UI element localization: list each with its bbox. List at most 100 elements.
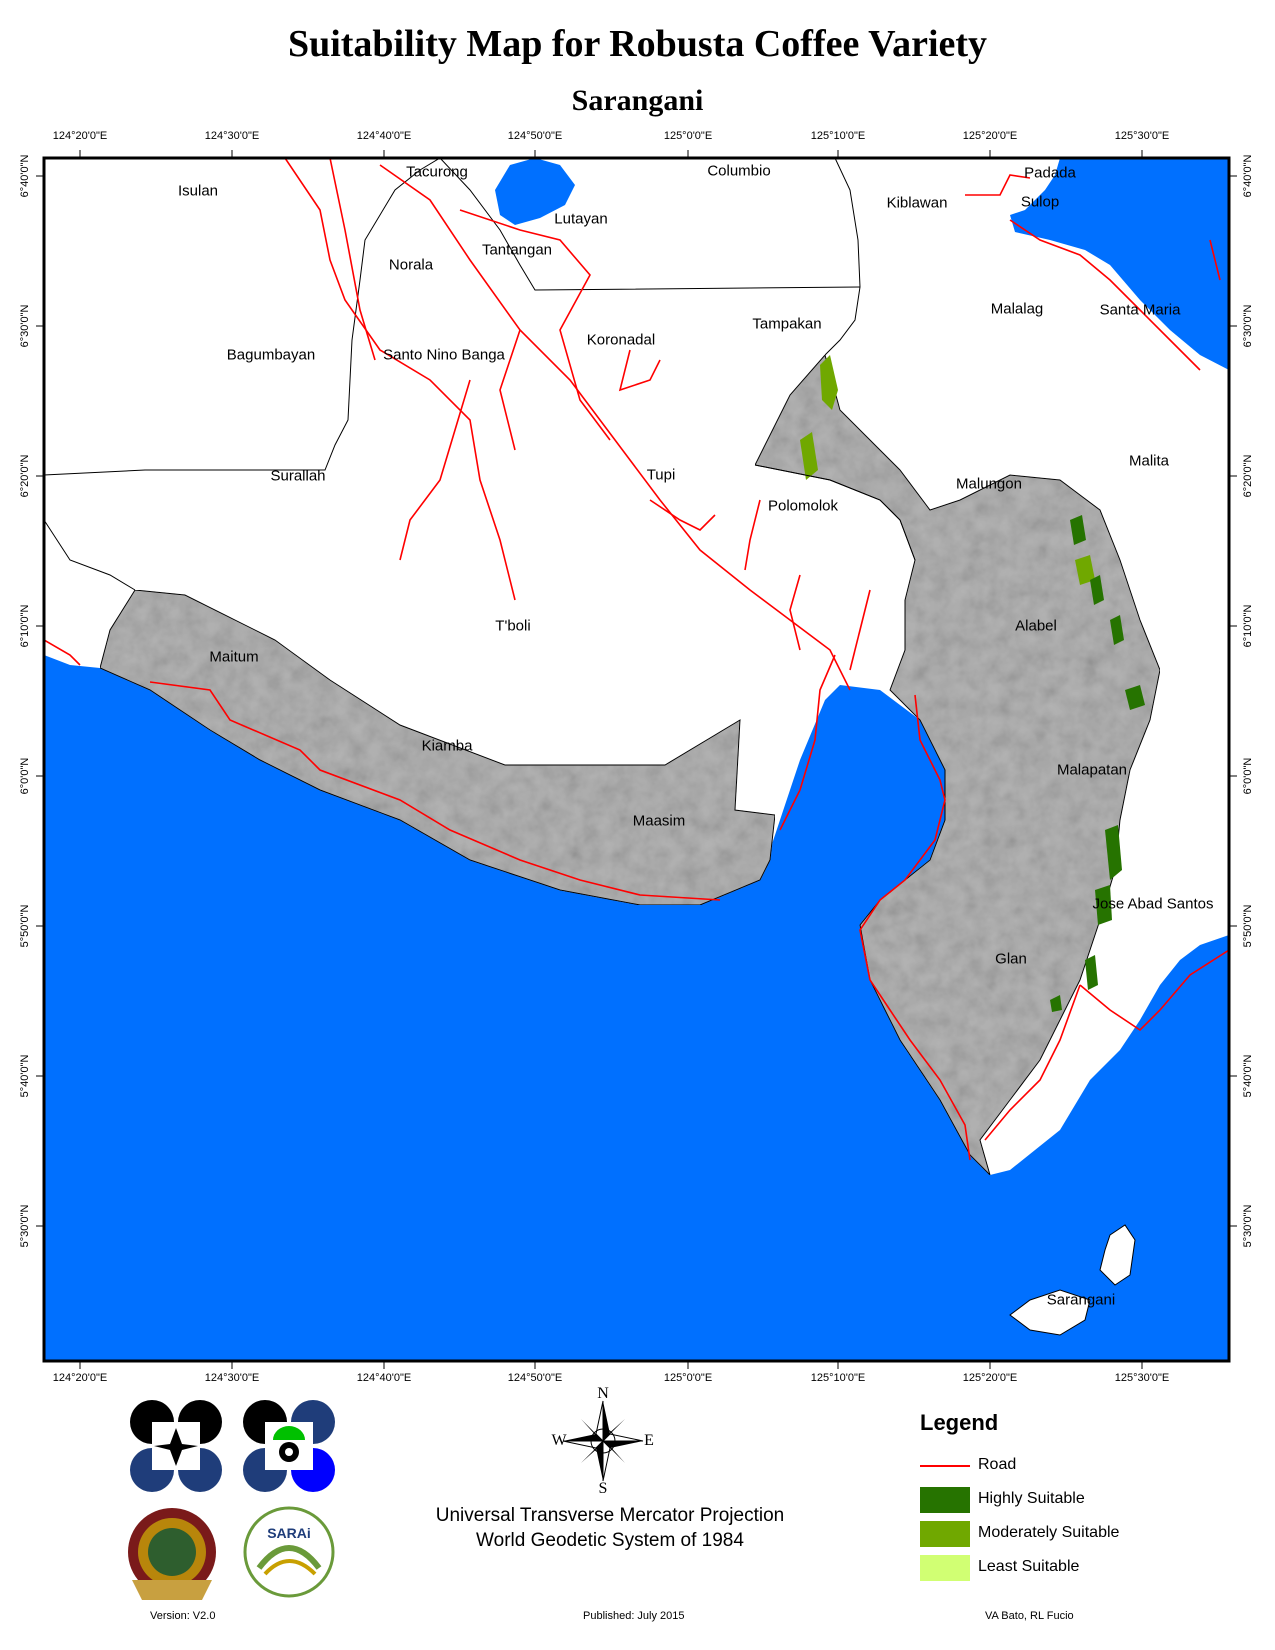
lon-tick-top: 124°30'0"E bbox=[204, 130, 260, 142]
projection-line-1: Universal Transverse Mercator Projection bbox=[435, 1505, 785, 1526]
lat-tick-right: 5°40'0"N bbox=[1242, 1054, 1254, 1098]
lon-tick-top: 125°30'0"E bbox=[1114, 130, 1170, 142]
lon-tick-bottom: 125°10'0"E bbox=[810, 1372, 866, 1384]
legend-label: Least Suitable bbox=[978, 1558, 1080, 1575]
compass-south: S bbox=[598, 1480, 608, 1497]
lat-tick-right: 6°40'0"N bbox=[1242, 154, 1254, 198]
lat-tick-right: 6°0'0"N bbox=[1242, 757, 1254, 795]
place-label: Sarangani bbox=[1046, 1291, 1116, 1309]
legend-label: Highly Suitable bbox=[978, 1490, 1085, 1507]
place-label: Tacurong bbox=[406, 163, 468, 181]
lon-tick-bottom: 125°30'0"E bbox=[1114, 1372, 1170, 1384]
lat-tick-left: 5°40'0"N bbox=[19, 1054, 31, 1098]
sea-gulf bbox=[1010, 158, 1229, 370]
lon-tick-bottom: 124°40'0"E bbox=[356, 1372, 412, 1384]
projection-line-2: World Geodetic System of 1984 bbox=[476, 1530, 744, 1551]
up-seal-logo bbox=[128, 1508, 216, 1600]
sea bbox=[44, 655, 1229, 1361]
lake bbox=[495, 158, 575, 225]
lon-tick-bottom: 124°50'0"E bbox=[507, 1372, 563, 1384]
place-label: Norala bbox=[388, 256, 434, 274]
place-label: Tupi bbox=[646, 466, 676, 484]
place-label: Padada bbox=[1024, 164, 1076, 182]
published-text: Published: July 2015 bbox=[583, 1610, 685, 1622]
map-subtitle: Sarangani bbox=[571, 84, 704, 117]
road-symbol bbox=[920, 1465, 970, 1467]
legend-item-highly: Highly Suitable bbox=[920, 1487, 1250, 1513]
lat-tick-left: 5°50'0"N bbox=[19, 904, 31, 948]
compass-north: N bbox=[597, 1385, 609, 1402]
place-label: Jose Abad Santos bbox=[1092, 895, 1214, 913]
place-label: Bagumbayan bbox=[226, 346, 316, 364]
roads bbox=[44, 158, 1229, 1161]
lat-tick-left: 6°20'0"N bbox=[19, 454, 31, 498]
lon-tick-bottom: 125°20'0"E bbox=[962, 1372, 1018, 1384]
place-label: Malapatan bbox=[1056, 761, 1128, 779]
place-label: Surallah bbox=[270, 467, 326, 485]
place-label: Sulop bbox=[1020, 193, 1060, 211]
place-label: Santo Nino Banga bbox=[383, 346, 505, 364]
place-label: Polomolok bbox=[767, 497, 839, 515]
lat-tick-right: 6°20'0"N bbox=[1242, 454, 1254, 498]
legend-item-least: Least Suitable bbox=[920, 1555, 1250, 1581]
lon-tick-top: 124°40'0"E bbox=[356, 130, 412, 142]
lon-tick-bottom: 124°30'0"E bbox=[204, 1372, 260, 1384]
lon-tick-bottom: 124°20'0"E bbox=[52, 1372, 108, 1384]
least-suitable-swatch bbox=[920, 1555, 970, 1581]
legend-title: Legend bbox=[920, 1410, 999, 1435]
legend-item-moderately: Moderately Suitable bbox=[920, 1521, 1250, 1547]
place-label: Malalag bbox=[990, 300, 1044, 318]
place-label: Malungon bbox=[956, 475, 1022, 493]
map-title: Suitability Map for Robusta Coffee Varie… bbox=[287, 23, 988, 65]
frame-ticks bbox=[36, 150, 1237, 1369]
lat-tick-left: 6°30'0"N bbox=[19, 304, 31, 348]
place-label: Lutayan bbox=[554, 210, 608, 228]
place-label: Tampakan bbox=[752, 315, 822, 333]
suitability-patches bbox=[800, 355, 1145, 1012]
lon-tick-top: 124°20'0"E bbox=[52, 130, 108, 142]
lon-tick-top: 124°50'0"E bbox=[507, 130, 563, 142]
place-label: Koronadal bbox=[586, 331, 656, 349]
lon-tick-top: 125°10'0"E bbox=[810, 130, 866, 142]
svg-text:SARAi: SARAi bbox=[267, 1525, 311, 1541]
balut-island bbox=[1099, 1224, 1136, 1286]
place-label: Isulan bbox=[177, 182, 219, 200]
compass-west: W bbox=[551, 1432, 567, 1449]
lat-tick-right: 5°50'0"N bbox=[1242, 904, 1254, 948]
place-label: Kiamba bbox=[421, 737, 473, 755]
place-label: Tantangan bbox=[481, 241, 553, 259]
pcaarrd-logo bbox=[243, 1400, 335, 1492]
lat-tick-right: 5°30'0"N bbox=[1242, 1204, 1254, 1248]
compass-east: E bbox=[644, 1432, 654, 1449]
place-label: Santa Maria bbox=[1099, 301, 1181, 319]
place-label: Maitum bbox=[209, 648, 259, 666]
lat-tick-right: 6°30'0"N bbox=[1242, 304, 1254, 348]
map-frame bbox=[42, 156, 1231, 1363]
place-label: Alabel bbox=[1015, 617, 1057, 635]
lon-tick-bottom: 125°0'0"E bbox=[663, 1372, 713, 1384]
authors-text: VA Bato, RL Fucio bbox=[985, 1610, 1074, 1622]
province-west bbox=[99, 589, 776, 906]
boundaries bbox=[44, 158, 916, 591]
province-east bbox=[754, 353, 1161, 1177]
dost-logo bbox=[130, 1400, 222, 1492]
lat-tick-left: 6°0'0"N bbox=[19, 757, 31, 795]
place-label: Malita bbox=[1128, 452, 1170, 470]
version-text: Version: V2.0 bbox=[150, 1610, 216, 1622]
place-label: Kiblawan bbox=[886, 194, 948, 212]
lat-tick-left: 6°40'0"N bbox=[19, 154, 31, 198]
place-label: Glan bbox=[995, 950, 1027, 968]
lat-tick-left: 6°10'0"N bbox=[19, 604, 31, 648]
lon-tick-top: 125°20'0"E bbox=[962, 130, 1018, 142]
highly-suitable-swatch bbox=[920, 1487, 970, 1513]
lat-tick-left: 5°30'0"N bbox=[19, 1204, 31, 1248]
moderately-suitable-swatch bbox=[920, 1521, 970, 1547]
place-label: T'boli bbox=[495, 617, 531, 635]
legend-label: Moderately Suitable bbox=[978, 1524, 1120, 1541]
legend-item-road: Road bbox=[920, 1453, 1250, 1479]
lat-tick-right: 6°10'0"N bbox=[1242, 604, 1254, 648]
legend-label: Road bbox=[978, 1456, 1017, 1473]
place-label: Maasim bbox=[632, 812, 686, 830]
lon-tick-top: 125°0'0"E bbox=[663, 130, 713, 142]
sarai-logo: SARAi bbox=[243, 1506, 335, 1598]
